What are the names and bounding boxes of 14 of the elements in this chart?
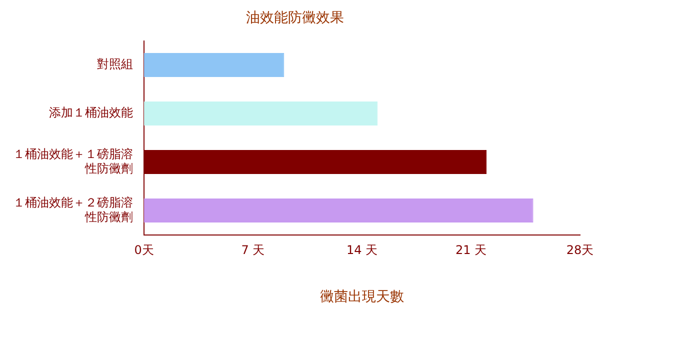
x-axis-title: 黴菌出現天數 [320, 289, 404, 306]
chart-title: 油效能防黴效果 [246, 10, 344, 26]
bar [144, 102, 378, 126]
x-tick-label: 14 天 [346, 243, 378, 258]
x-tick-label: 21 天 [455, 243, 487, 258]
y-tick-label: １桶油效能＋２磅脂溶性防黴劑 [13, 195, 133, 224]
x-tick-label: 0天 [134, 243, 154, 258]
y-tick-label: 添加１桶油效能 [49, 106, 133, 120]
bar [144, 53, 284, 78]
y-tick-label: １桶油效能＋１磅脂溶性防黴劑 [13, 146, 133, 176]
y-tick-label: 對照組 [97, 57, 133, 72]
x-tick-label: 7 天 [241, 243, 265, 258]
bar [144, 198, 534, 223]
x-tick-label: 28天 [566, 243, 594, 258]
